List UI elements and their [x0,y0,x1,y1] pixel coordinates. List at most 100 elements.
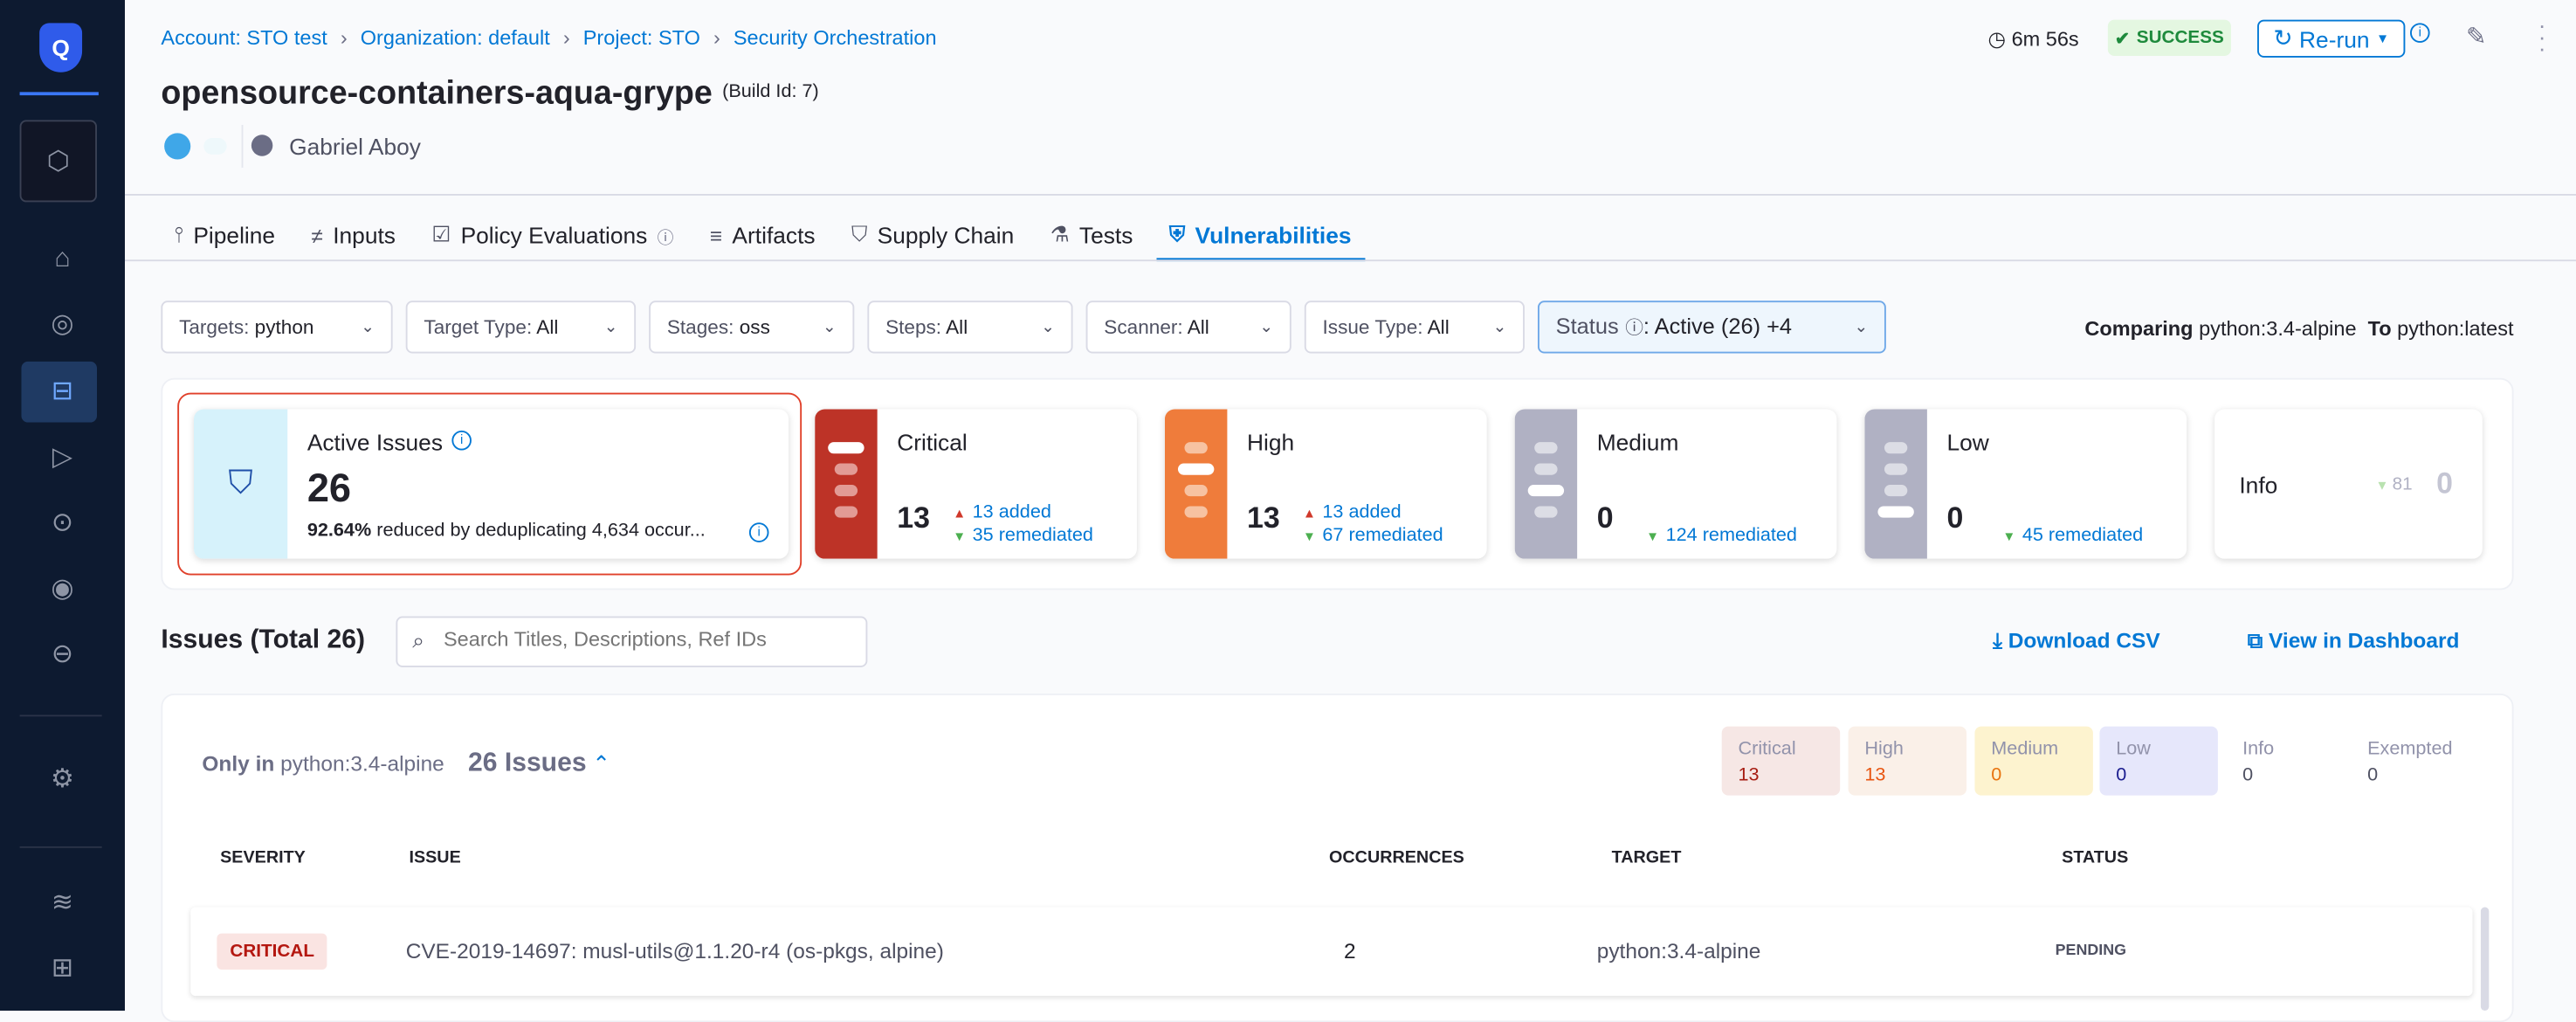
filter-value: All [946,315,968,339]
filter-text: Issue Type: All [1323,315,1450,338]
filter-label: Steps: [885,315,942,339]
medium-remediated[interactable]: ▼ 124 remediated [1646,526,1797,546]
pipelines-icon[interactable]: ⊟ [51,377,74,406]
critical-card[interactable]: Critical 13 ▲ 13 added ▼ 35 remediated [815,409,1137,559]
group-count: 26 Issues [467,749,587,777]
pipeline-icon: ⫯ [174,221,184,247]
user-avatar-icon [251,135,273,156]
severity-bar [834,485,858,497]
severity-bar [1884,463,1908,475]
rerun-button[interactable]: ↻ Re-run ▼ [2257,19,2406,58]
tab-vulnerabilities[interactable]: ⛨ Vulnerabilities [1155,211,1365,262]
critical-remediated[interactable]: ▼ 35 remediated [953,526,1093,546]
filter-status[interactable]: Status ⓘ: Active (26) +4 ⌄ [1537,300,1886,354]
layers-icon[interactable]: ≋ [51,888,74,917]
column-header-target[interactable]: TARGET [1611,847,1682,868]
tab-artifacts[interactable]: ≡ Artifacts [710,211,816,259]
tab-supply-chain[interactable]: ⛉ Supply Chain [851,211,1014,259]
tab-bar: ⫯ Pipeline ≠ Inputs ☑ Policy Evaluations ⓘ ≡ Art… [174,211,1365,262]
column-header-severity[interactable]: SEVERITY [220,847,306,868]
medium-card[interactable]: Medium 0 ▼ 124 remediated [1514,409,1837,559]
sidebar: Q ⬡ ⌂ ◎ ⊟ ▷ ⊙ ◉ ⊖ ⚙ ≋ ⊞ [0,0,125,1012]
search-box[interactable]: ⌕ [396,616,868,667]
info-label: Info [2239,471,2278,499]
sidebar-item-pipelines-active[interactable] [21,361,98,423]
severity-bar [1534,463,1558,475]
tab-pipeline[interactable]: ⫯ Pipeline [174,211,275,259]
breadcrumb-organization[interactable]: Organization: default [360,26,550,50]
tab-policy-evaluations[interactable]: ☑ Policy Evaluations ⓘ [431,211,673,259]
more-options-icon[interactable]: · · · [2538,11,2546,61]
integrations-icon[interactable]: ⊞ [51,955,74,984]
view-dashboard-button[interactable]: ⧉ View in Dashboard [2248,628,2460,654]
chip-value: 0 [1991,765,2002,786]
home-icon[interactable]: ⌂ [54,245,71,273]
chevron-down-icon: ⌄ [1492,318,1507,336]
exemptions-icon[interactable]: ◉ [51,575,74,604]
group-header[interactable]: Only in python:3.4-alpine 26 Issues ⌃ [202,749,610,779]
low-remediated[interactable]: ▼ 45 remediated [2002,526,2143,546]
page-title: opensource-containers-aqua-grype (Build I… [161,76,818,114]
info-card[interactable]: Info ▼ 81 0 [2214,409,2483,559]
pencil-icon[interactable]: ✎ [2465,23,2487,52]
filter-scanner[interactable]: Scanner: All ⌄ [1085,300,1291,354]
info-count: 0 [2436,466,2453,500]
active-issues-card[interactable]: ⛉ Active Issues i 26 92.64% reduced by d… [194,409,789,559]
tag-icon [203,138,227,155]
filter-steps[interactable]: Steps: All ⌄ [867,300,1073,354]
info-icon[interactable]: ⓘ [1625,318,1643,339]
filter-issuetype[interactable]: Issue Type: All ⌄ [1304,300,1525,354]
column-header-status[interactable]: STATUS [2062,847,2129,868]
chip-label: High [1864,739,1904,760]
high-added[interactable]: ▲ 13 added [1303,503,1402,523]
column-header-issue[interactable]: ISSUE [409,847,461,868]
chevron-up-icon[interactable]: ⌃ [592,750,610,777]
filter-targets[interactable]: Targets: python ⌄ [161,300,393,354]
tab-inputs[interactable]: ≠ Inputs [311,211,395,259]
security-overview-icon[interactable]: ◎ [51,310,74,339]
download-icon: ⤓ [1993,627,2008,653]
deployments-icon[interactable]: ⊖ [51,640,74,669]
rerun-label: Re-run [2299,25,2370,52]
breadcrumb-project[interactable]: Project: STO [582,26,700,50]
breadcrumb-module[interactable]: Security Orchestration [733,26,937,50]
severity-bar [834,506,858,518]
duration: ◷ 6m 56s [1987,26,2078,51]
filter-label: Target Type: [424,315,533,339]
column-header-occurrences[interactable]: OCCURRENCES [1329,847,1464,868]
filter-targettype[interactable]: Target Type: All ⌄ [405,300,637,354]
filter-stages[interactable]: Stages: oss ⌄ [649,300,855,354]
target-icon[interactable]: ⊙ [51,509,74,538]
tab-tests[interactable]: ⚗ Tests [1050,211,1133,259]
breadcrumb-account[interactable]: Account: STO test [161,26,327,50]
download-csv-button[interactable]: ⤓ Download CSV [1993,628,2160,654]
comparing-base: python:3.4-alpine [2199,317,2357,341]
info-icon[interactable]: i [2410,23,2430,43]
scrollbar[interactable] [2480,907,2490,1012]
issue-title[interactable]: CVE-2019-14697: musl-utils@1.1.20-r4 (os… [405,938,944,963]
active-issues-label: Active Issues [307,429,444,456]
added-text: 13 added [972,502,1051,523]
search-input[interactable] [443,627,855,652]
sto-logo-icon[interactable]: Q [39,23,83,73]
tab-label: Artifacts [732,221,816,249]
gear-icon[interactable]: ⚙ [51,765,74,794]
filter-text: Stages: oss [667,315,770,338]
filter-text: Status ⓘ: Active (26) +4 [1556,314,1792,340]
info-icon[interactable]: i [748,522,769,542]
active-issues-highlight [177,392,802,576]
low-count: 0 [1946,501,1964,535]
modules-icon[interactable]: ⬡ [19,120,98,203]
artifacts-icon: ≡ [709,222,723,248]
critical-added[interactable]: ▲ 13 added [953,503,1051,523]
executions-icon[interactable]: ▷ [52,443,73,472]
tab-label: Tests [1078,221,1133,249]
low-card[interactable]: Low 0 ▼ 45 remediated [1864,409,2187,559]
filter-label: Stages: [666,315,734,339]
info-icon[interactable]: i [451,430,472,451]
group-target: python:3.4-alpine [280,750,444,777]
high-card[interactable]: High 13 ▲ 13 added ▼ 67 remediated [1164,409,1487,559]
table-row[interactable]: CRITICAL CVE-2019-14697: musl-utils@1.1.… [190,907,2473,997]
info-icon[interactable]: ⓘ [657,229,674,248]
high-remediated[interactable]: ▼ 67 remediated [1303,526,1443,546]
